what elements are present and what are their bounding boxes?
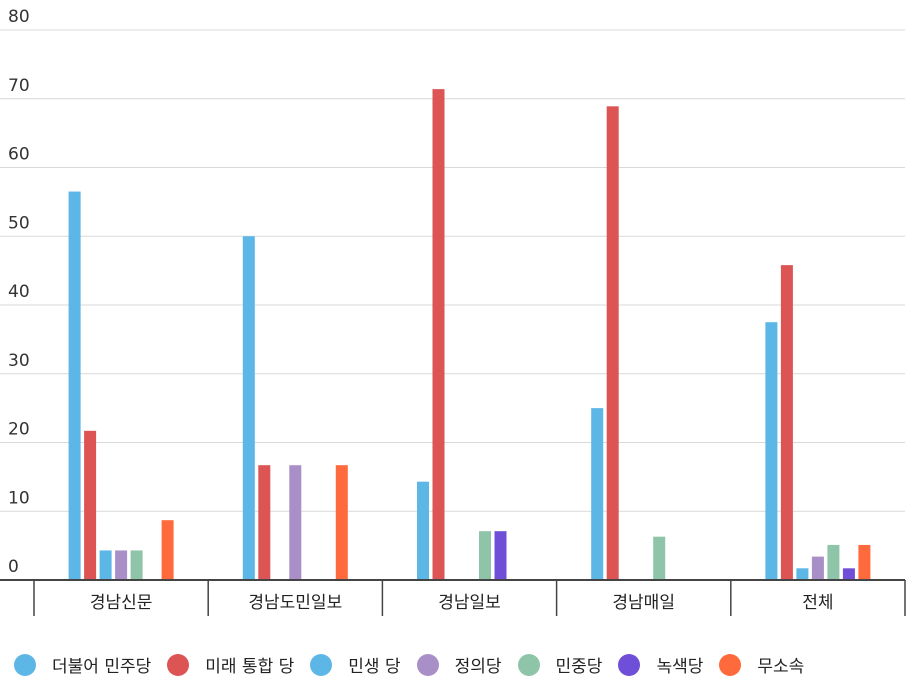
bar <box>289 465 302 580</box>
bar <box>130 550 143 580</box>
legend-label: 민생 당 <box>348 657 401 677</box>
x-category-label: 전체 <box>802 593 833 613</box>
y-tick-label: 40 <box>8 282 30 302</box>
bar <box>432 89 445 580</box>
legend: 더불어 민주당 미래 통합 당 민생 당 정의당 민중당 녹색당 무소속 <box>14 652 820 677</box>
legend-swatch <box>310 653 333 676</box>
legend-item: 더불어 민주당 <box>14 652 151 677</box>
legend-label: 무소속 <box>757 657 805 677</box>
legend-label: 민중당 <box>555 657 603 677</box>
bar <box>653 536 666 580</box>
legend-item: 정의당 <box>416 652 502 677</box>
x-category-label: 경남일보 <box>438 593 501 613</box>
y-tick-label: 20 <box>8 420 30 440</box>
bar <box>827 544 840 580</box>
x-category-label: 경남매일 <box>612 593 675 613</box>
legend-swatch <box>517 653 540 676</box>
y-tick-label: 30 <box>8 351 30 371</box>
bar <box>115 550 128 580</box>
legend-label: 녹색당 <box>656 657 704 677</box>
legend-swatch <box>167 653 190 676</box>
bar <box>494 531 507 580</box>
legend-swatch <box>719 653 742 676</box>
x-axis: 경남신문 경남도민일보 경남일보 경남매일 전체 <box>0 579 906 616</box>
bar <box>858 544 871 580</box>
x-category-label: 경남신문 <box>90 593 153 613</box>
bar <box>606 106 619 580</box>
legend-swatch <box>416 653 439 676</box>
legend-label: 더불어 민주당 <box>52 657 152 677</box>
bar <box>796 568 809 580</box>
legend-item: 민중당 <box>517 652 603 677</box>
y-tick-label: 0 <box>8 557 19 577</box>
y-axis-ticks: 0 10 20 30 40 50 60 70 80 <box>8 7 30 577</box>
legend-item: 미래 통합 당 <box>167 652 294 677</box>
bar <box>811 556 824 580</box>
bar <box>591 408 604 580</box>
gridlines <box>0 29 905 512</box>
legend-item: 민생 당 <box>310 652 401 677</box>
bar <box>242 236 255 580</box>
legend-item: 녹색당 <box>618 652 703 677</box>
legend-swatch <box>618 653 641 676</box>
y-tick-label: 50 <box>8 213 30 233</box>
bar <box>335 465 348 580</box>
bars <box>68 89 871 580</box>
bar-chart: 0 10 20 30 40 50 60 70 80 경남신문 경남도민일보 경남일보 경남매일 전체 <box>0 7 906 616</box>
y-tick-label: 70 <box>8 76 30 96</box>
bar <box>780 265 793 580</box>
legend-item: 무소속 <box>719 652 804 677</box>
bar <box>258 465 271 580</box>
legend-label: 미래 통합 당 <box>205 657 295 677</box>
legend-label: 정의당 <box>454 657 502 677</box>
bar <box>765 322 778 580</box>
bar <box>479 531 491 580</box>
bar <box>417 481 429 580</box>
legend-swatch <box>14 653 36 676</box>
x-category-label: 경남도민일보 <box>248 593 342 613</box>
y-tick-label: 80 <box>8 7 30 27</box>
bar <box>842 568 855 580</box>
bar <box>84 430 97 580</box>
y-tick-label: 60 <box>8 145 30 165</box>
y-tick-label: 10 <box>8 488 30 508</box>
bar <box>99 550 112 580</box>
bar <box>161 520 174 580</box>
bar <box>68 191 81 580</box>
